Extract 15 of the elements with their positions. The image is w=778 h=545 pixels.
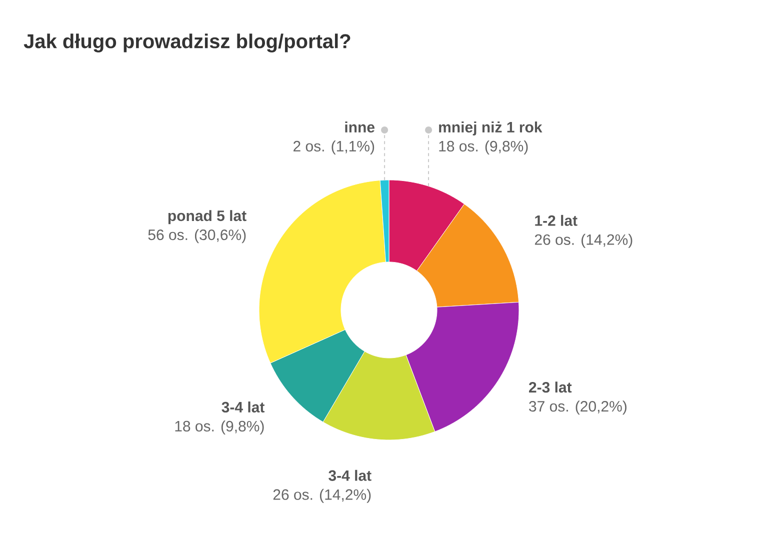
chart-title: Jak długo prowadzisz blog/portal? [24, 34, 350, 52]
slice-label: ponad 5 lat [168, 210, 246, 224]
slice-label: inne [345, 122, 375, 133]
slice-label: mniej niż 1 rok [439, 122, 542, 136]
slice-label: 3-4 lat [222, 401, 265, 413]
slice-label: 2-3 lat [528, 382, 572, 393]
data-label: 18 os. (9,8%) [439, 140, 528, 154]
slice-label: 1-2 lat [535, 214, 578, 226]
data-label: 26 os. (14,2%) [273, 488, 371, 503]
slice-label: 3-4 lat [328, 470, 372, 481]
data-label: 56 os. (30,6%) [148, 229, 246, 244]
data-label: 18 os. (9,8%) [175, 420, 264, 434]
data-label: 2 os. (1,1%) [294, 140, 374, 154]
data-label: 37 os. (20,2%) [529, 400, 626, 415]
data-label: 26 os. (14,2%) [534, 234, 632, 248]
